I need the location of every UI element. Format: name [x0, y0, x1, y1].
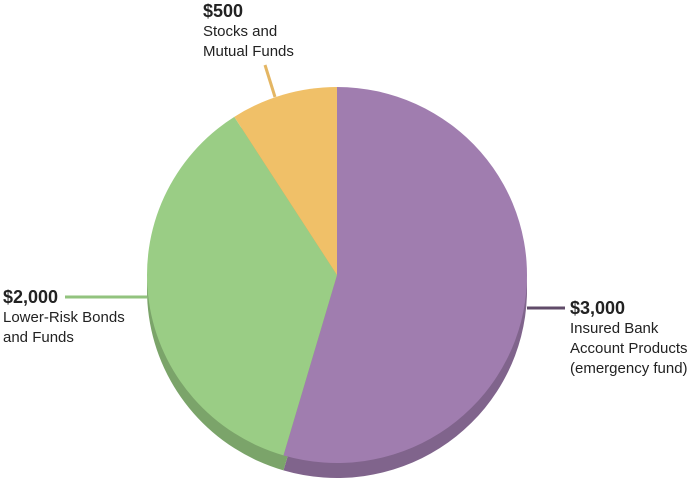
category-label: Lower-Risk Bonds and Funds — [3, 309, 125, 346]
pie-slice — [234, 87, 337, 275]
value-label: $3,000 — [570, 298, 626, 318]
category-label: Insured Bank Account Products (emergency… — [570, 320, 688, 377]
value-label: $2,000 — [3, 287, 59, 307]
slice-label: $500 Stocks and Mutual Funds — [203, 0, 308, 62]
slice-label: $3,000 Insured Bank Account Products (eme… — [570, 297, 692, 379]
pie-slice — [147, 116, 337, 456]
value-label: $500 — [203, 1, 244, 21]
leader-line — [263, 64, 277, 98]
category-label: Stocks and Mutual Funds — [203, 23, 294, 60]
pie-slice — [283, 87, 528, 463]
slice-label: $2,000 Lower-Risk Bonds and Funds — [3, 286, 138, 348]
